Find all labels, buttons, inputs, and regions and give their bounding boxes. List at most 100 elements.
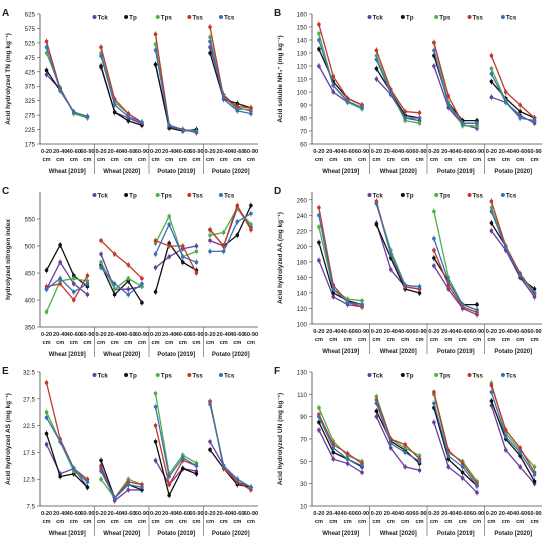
series-tcs [44,210,253,298]
series-line [209,207,252,236]
data-point [140,120,144,125]
x-tick-label: 20-40 [384,149,398,155]
data-point [489,383,494,388]
legend-label: Tp [129,372,137,379]
series-tck [317,402,537,496]
x-tick-unit: cm [459,519,467,525]
x-tick-unit: cm [372,157,380,163]
data-point [112,292,117,297]
x-tick-unit: cm [56,519,64,525]
series-line [209,404,252,488]
legend-entry-tss: Tss [467,192,483,199]
data-point [112,103,117,107]
x-tick-unit: cm [444,519,452,525]
data-point [317,22,321,27]
x-tick-unit: cm [124,340,132,346]
series-tss [44,24,253,136]
series-line [100,478,143,500]
legend-label: Tcs [506,192,517,199]
data-point [249,485,253,490]
data-point [417,459,422,464]
group-label: Potato [2019] [437,349,475,355]
data-point [85,282,90,286]
series-line [45,243,88,288]
group-label: Wheat [2020] [380,531,417,537]
panel-b: B 60 70 80 90 100 110 120 130 140 150 160 Acid solub… [274,8,542,175]
y-tick-label: 625 [25,12,36,19]
x-tick-unit: cm [56,340,64,346]
data-point [460,461,465,466]
legend-marker [367,15,372,19]
y-tick-label: 22.5 [23,423,36,430]
data-point [317,225,321,229]
x-tick-unit: cm [387,337,395,343]
data-point [180,244,185,248]
legend-label: Tss [192,14,203,21]
data-point [71,276,76,281]
legend-label: Tcs [224,14,235,21]
data-point [403,442,407,447]
data-point [317,428,321,432]
series-line [375,203,420,288]
legend-marker [187,193,192,197]
data-point [126,292,131,297]
x-tick-unit: cm [138,340,146,346]
series-line [154,49,197,133]
data-point [331,446,336,450]
x-tick-unit: cm [220,519,228,525]
data-point [71,290,76,294]
x-tick-label: 40-60 [340,329,354,335]
data-point [360,298,364,303]
x-tick-unit: cm [387,157,395,163]
y-tick-label: 575 [25,26,36,33]
x-tick-label: 40-60 [230,149,244,155]
series-line [433,422,478,494]
legend-entry-tck: Tck [92,14,108,21]
series-line [45,433,88,488]
x-tick-unit: cm [487,157,495,163]
series-line [45,444,88,488]
data-point [331,450,336,455]
series-tss [44,202,253,303]
data-point [345,300,350,305]
x-tick-label: 40-60 [67,511,81,517]
data-point [235,477,240,482]
data-point [249,203,253,208]
data-point [208,402,212,406]
data-point [475,121,479,125]
legend-label: Tck [373,14,384,21]
legend-label: Tps [439,14,451,21]
x-tick-unit: cm [530,157,538,163]
series-line [154,406,197,479]
data-point [518,446,522,450]
data-point [518,116,522,120]
series-line [154,214,197,258]
x-tick-unit: cm [473,157,481,163]
series-tcs [317,200,537,314]
series-line [154,222,197,263]
x-tick-unit: cm [151,519,159,525]
y-tick-label: 80 [300,116,307,123]
series-tss [44,379,253,501]
data-point [44,72,49,77]
legend-label: Tck [98,192,109,199]
y-tick-label: 200 [297,244,308,251]
data-point [85,273,90,278]
y-tick-label: 500 [25,244,36,251]
data-point [360,105,364,110]
x-tick-unit: cm [206,157,214,163]
data-point [489,53,494,58]
data-point [208,39,212,44]
data-point [446,457,451,461]
x-tick-label: 60-90 [412,149,426,155]
x-tick-label: 40-60 [513,511,527,517]
data-point [532,479,537,484]
x-tick-unit: cm [179,519,187,525]
series-line [318,242,363,306]
data-point [432,64,436,68]
data-point [532,465,537,469]
group-label: Potato [2019] [157,531,195,537]
data-point [99,45,103,50]
series-line [46,74,88,118]
data-point [432,48,436,53]
